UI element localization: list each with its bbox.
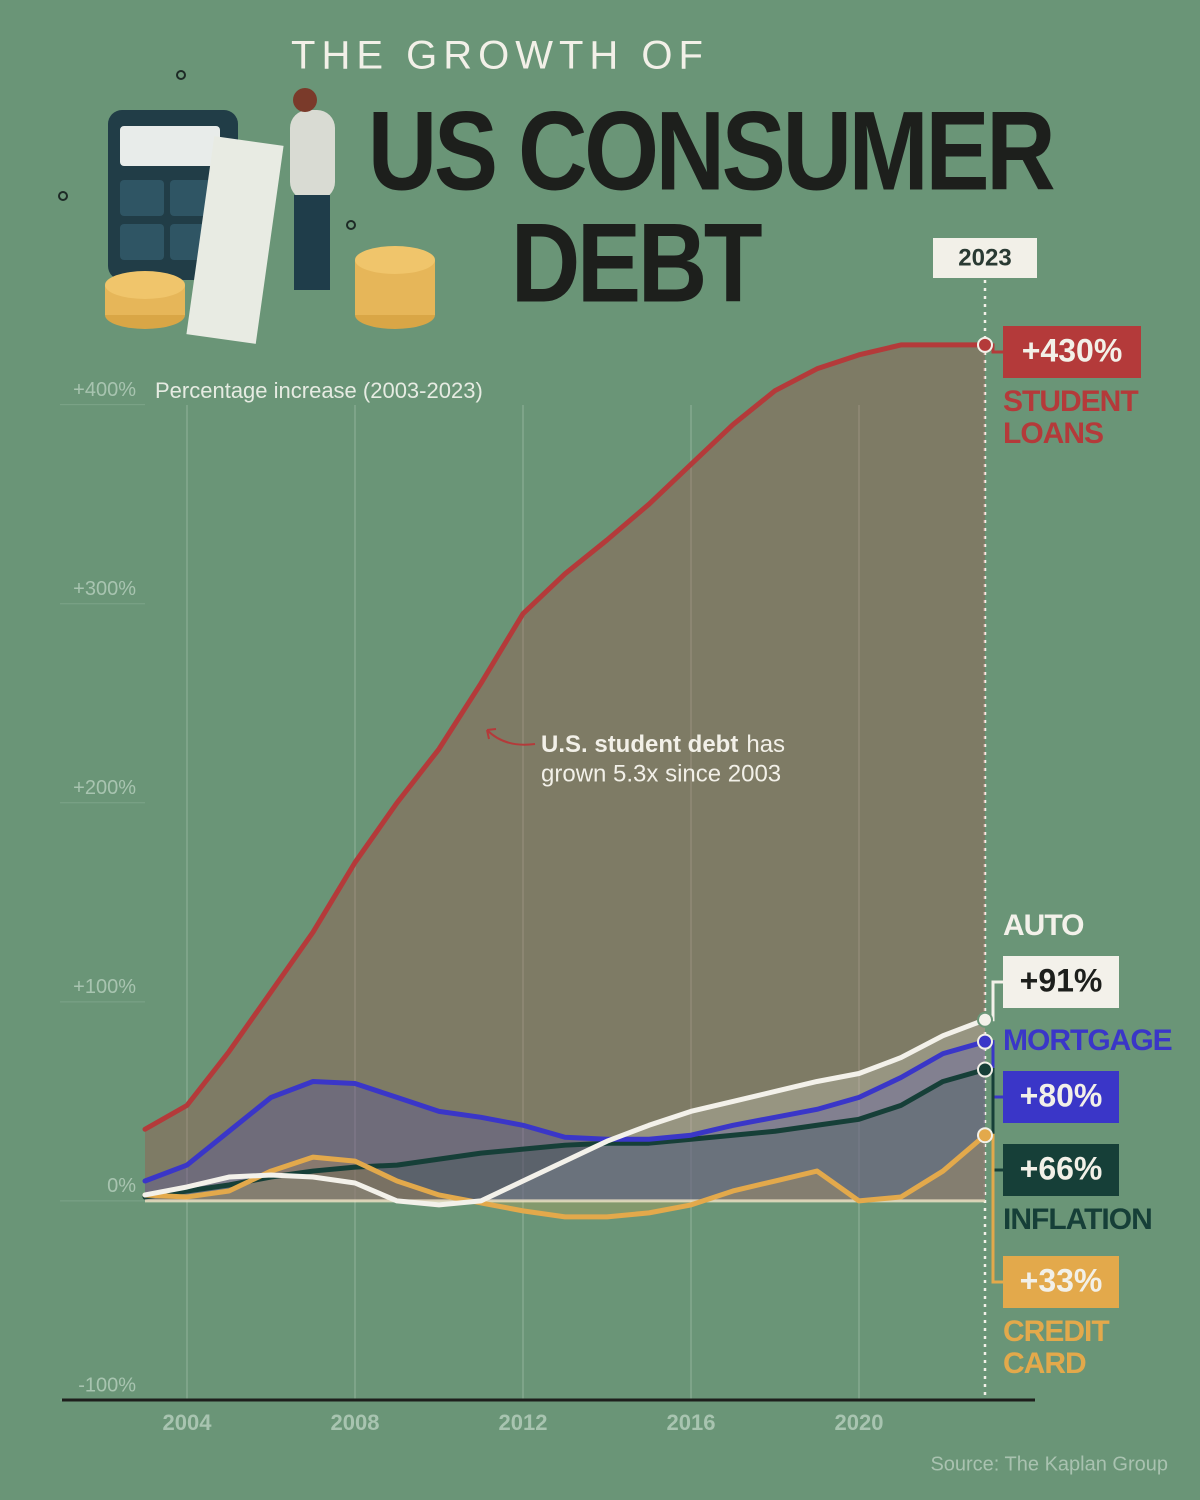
value-box	[1003, 1256, 1119, 1308]
end-point	[977, 336, 993, 353]
end-point	[977, 1061, 993, 1078]
legend-name: INFLATION	[1003, 1203, 1153, 1236]
line	[142, 342, 988, 1132]
area	[145, 1135, 985, 1217]
title-line: US CONSUMER	[368, 89, 1055, 214]
end-point	[977, 1033, 993, 1050]
legend-name: CREDIT CARD	[1003, 1315, 1110, 1380]
connector	[985, 1133, 1003, 1284]
highlight-label: 2023	[958, 244, 1011, 271]
grid	[60, 404, 860, 1401]
value-box	[1003, 326, 1141, 378]
value-label: +80%	[1020, 1077, 1103, 1113]
x-tick-label: 2020	[835, 1410, 884, 1435]
line	[142, 1017, 988, 1208]
y-tick-label: +400%	[73, 379, 136, 401]
value-label: +430%	[1022, 332, 1123, 368]
annotation: grown 5.3x since 2003	[541, 760, 781, 787]
value-box	[1003, 1144, 1119, 1196]
value-box	[1003, 1071, 1119, 1123]
value-label: +33%	[1020, 1262, 1103, 1298]
value-box	[1003, 956, 1119, 1008]
x-tick-label: 2008	[331, 1410, 380, 1435]
legend-name: AUTO	[1003, 909, 1084, 942]
annotation-arrowhead	[486, 728, 497, 740]
title-line: DEBT	[511, 201, 762, 326]
y-tick-label: +100%	[73, 976, 136, 998]
illustration	[58, 70, 435, 344]
line	[142, 1132, 988, 1220]
y-tick-label: 0%	[107, 1175, 136, 1197]
annotation: U.S. student debt has	[541, 731, 785, 758]
annotation-bold: U.S. student debt	[541, 731, 738, 758]
x-tick-label: 2004	[163, 1410, 213, 1435]
title-line: THE GROWTH OF	[291, 34, 709, 78]
line	[142, 1039, 988, 1184]
annotation-arrow	[486, 729, 536, 746]
value-label: +66%	[1020, 1150, 1103, 1186]
y-tick-label: -100%	[78, 1374, 136, 1396]
legend-name: MORTGAGE	[1003, 1024, 1173, 1057]
y-tick-label: +200%	[73, 777, 136, 799]
axis-label: Percentage increase (2003-2023)	[155, 378, 483, 403]
area	[145, 344, 985, 1201]
area	[145, 1019, 985, 1205]
source: Source: The Kaplan Group	[930, 1453, 1168, 1475]
end-point	[977, 1011, 993, 1028]
value-label: +91%	[1020, 962, 1103, 998]
legend-name: STUDENT LOANS	[1003, 385, 1139, 450]
y-tick-label: +300%	[73, 578, 136, 600]
x-tick-label: 2012	[499, 1410, 548, 1435]
end-point	[977, 1127, 993, 1144]
annotation-text: has	[746, 731, 785, 758]
x-tick-label: 2016	[667, 1410, 716, 1435]
highlight-box	[933, 238, 1037, 278]
